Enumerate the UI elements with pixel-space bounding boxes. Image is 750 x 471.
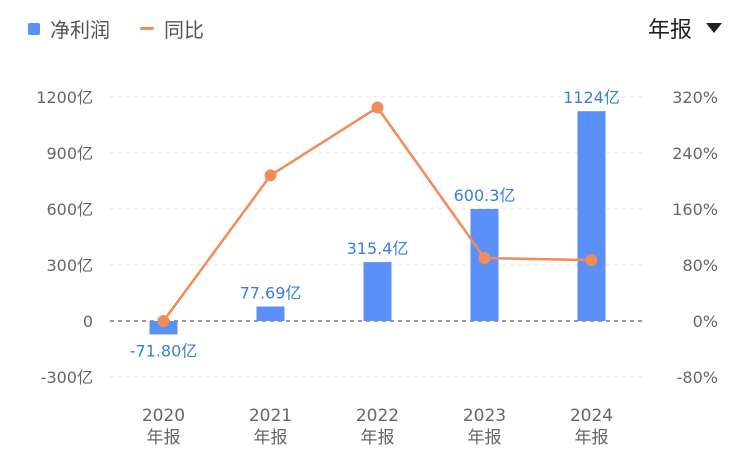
legend-item-yoy[interactable]: 同比	[140, 14, 204, 43]
line-series	[157, 101, 598, 327]
bar	[470, 208, 499, 321]
period-selector[interactable]: 年报	[648, 12, 722, 44]
yoy-point	[264, 169, 277, 182]
right-tick-label: 0%	[693, 312, 718, 331]
bar-swatch-icon	[28, 22, 40, 35]
x-tick-label: 2022 年报	[356, 406, 399, 448]
yoy-point	[585, 254, 598, 267]
bar	[363, 262, 392, 321]
left-axis-ticks: 1200亿 900亿 600亿 300亿 0 -300亿	[36, 88, 93, 387]
left-tick-label: 300亿	[46, 256, 93, 275]
legend-item-net-profit[interactable]: 净利润	[28, 14, 110, 43]
yoy-point	[157, 315, 170, 327]
yoy-point	[371, 101, 384, 114]
legend: 净利润 同比	[28, 14, 224, 43]
left-tick-label: 900亿	[46, 144, 93, 163]
right-tick-label: -80%	[677, 368, 718, 387]
right-tick-label: 320%	[672, 88, 718, 107]
x-tick-label: 2020 年报	[142, 406, 185, 448]
right-tick-label: 240%	[672, 144, 718, 163]
left-tick-label: 1200亿	[36, 88, 93, 107]
x-axis-ticks: 2020 年报 2021 年报 2022 年报 2023 年报 2024 年报	[142, 406, 613, 448]
bar-data-label: -71.80亿	[130, 341, 198, 360]
left-tick-label: 600亿	[46, 200, 93, 219]
period-selector-label: 年报	[647, 18, 692, 43]
legend-label-yoy: 同比	[164, 18, 204, 42]
bar	[256, 306, 285, 321]
bar-data-labels: -71.80亿 77.69亿 315.4亿 600.3亿 1124亿	[130, 88, 620, 360]
right-tick-label: 80%	[682, 256, 718, 275]
bar-data-label: 600.3亿	[454, 186, 516, 205]
left-tick-label: 0	[83, 312, 93, 331]
bar	[149, 321, 178, 335]
line-swatch-icon	[140, 27, 154, 30]
legend-label-net-profit: 净利润	[50, 18, 110, 42]
left-tick-label: -300亿	[41, 368, 93, 387]
grid-lines	[110, 96, 645, 378]
x-tick-label: 2023 年报	[463, 406, 506, 448]
x-tick-label: 2021 年报	[249, 406, 292, 448]
caret-down-icon	[706, 23, 722, 33]
bar-data-label: 77.69亿	[240, 283, 302, 302]
bar-data-label: 1124亿	[563, 88, 620, 107]
right-tick-label: 160%	[672, 200, 718, 219]
right-axis-ticks: 320% 240% 160% 80% 0% -80%	[672, 88, 718, 387]
bar	[577, 111, 606, 321]
yoy-point	[478, 252, 491, 264]
bar-series	[149, 111, 606, 335]
x-tick-label: 2024 年报	[570, 406, 613, 448]
bar-data-label: 315.4亿	[347, 239, 409, 258]
